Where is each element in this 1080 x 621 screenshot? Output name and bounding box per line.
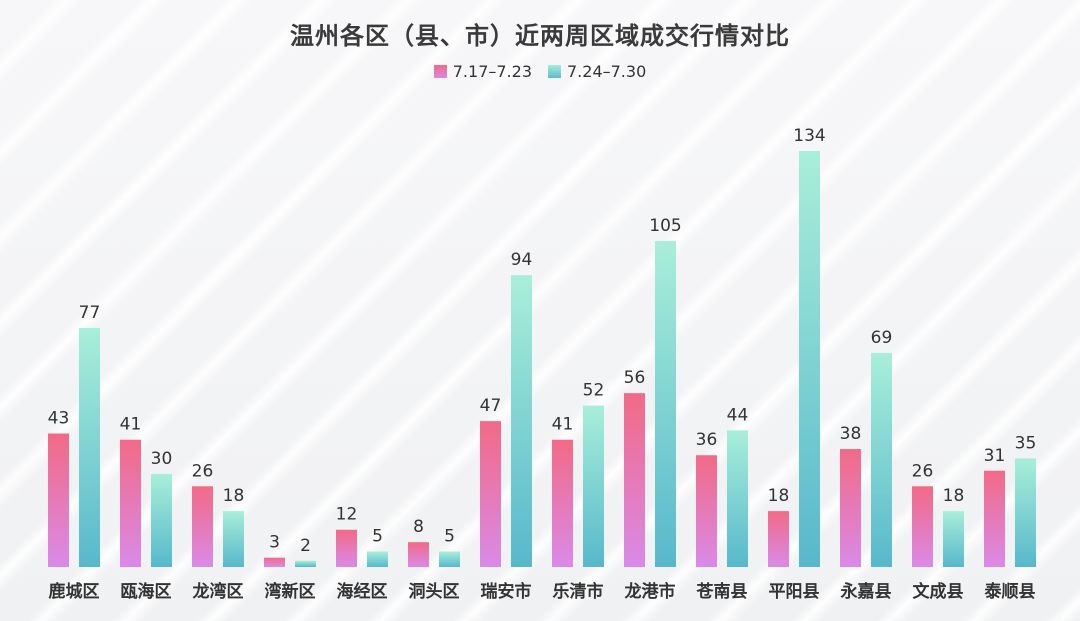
bar-乐清市-series-1 [552,439,573,567]
value-label-龙湾区-series-2: 18 [223,486,245,506]
bar-洞头区-series-1 [408,542,429,567]
value-label-瓯海区-series-2: 30 [151,449,173,469]
legend-label-series-1: 7.17–7.23 [452,62,532,81]
bar-瓯海区-series-2 [151,473,172,567]
value-label-泰顺县-series-1: 31 [984,446,1006,466]
value-label-泰顺县-series-2: 35 [1015,433,1037,453]
value-label-龙港市-series-1: 56 [624,368,646,388]
bar-瑞安市-series-2 [511,275,532,567]
chart-legend: 7.17–7.23 7.24–7.30 [0,62,1080,81]
value-label-永嘉县-series-1: 38 [840,424,862,444]
bar-平阳县-series-2 [799,151,820,567]
legend-label-series-2: 7.24–7.30 [567,62,647,81]
value-label-龙港市-series-2: 105 [649,216,681,236]
value-label-乐清市-series-1: 41 [552,415,574,435]
value-label-海经区-series-1: 12 [336,505,358,525]
value-label-鹿城区-series-1: 43 [48,409,70,429]
bar-文成县-series-1 [912,486,933,567]
bar-永嘉县-series-2 [871,352,892,567]
value-label-平阳县-series-2: 134 [793,126,825,146]
bar-龙湾区-series-1 [192,486,213,567]
value-label-永嘉县-series-2: 69 [871,328,893,348]
category-label-苍南县: 苍南县 [696,581,748,602]
bar-乐清市-series-2 [583,405,604,567]
legend-swatch-series-2 [548,65,561,78]
category-label-瓯海区: 瓯海区 [121,581,172,602]
bar-瑞安市-series-1 [480,421,501,567]
value-label-海经区-series-2: 5 [372,526,383,546]
category-label-永嘉县: 永嘉县 [840,581,892,602]
value-label-苍南县-series-2: 44 [727,405,749,425]
bar-苍南县-series-1 [696,455,717,567]
value-label-瓯海区-series-1: 41 [120,415,142,435]
bar-海经区-series-1 [336,529,357,567]
category-label-龙湾区: 龙湾区 [192,581,244,602]
legend-item-series-2: 7.24–7.30 [548,62,646,81]
bar-文成县-series-2 [943,511,964,567]
category-label-洞头区: 洞头区 [409,582,460,602]
value-label-乐清市-series-2: 52 [583,381,605,401]
bar-龙港市-series-2 [655,241,676,567]
value-label-洞头区-series-1: 8 [413,517,424,537]
category-label-瑞安市: 瑞安市 [481,581,532,602]
bar-海经区-series-2 [367,551,388,567]
bar-平阳县-series-1 [768,511,789,567]
bar-龙湾区-series-2 [223,511,244,567]
legend-item-series-1: 7.17–7.23 [433,62,532,81]
value-label-洞头区-series-2: 5 [444,526,455,546]
legend-swatch-series-1 [433,65,447,78]
value-label-苍南县-series-1: 36 [696,430,718,450]
bar-永嘉县-series-1 [840,449,861,567]
category-label-文成县: 文成县 [913,581,964,602]
bar-泰顺县-series-2 [1015,458,1036,567]
category-label-湾新区: 湾新区 [265,581,316,602]
value-label-瑞安市-series-2: 94 [511,250,533,270]
category-label-鹿城区: 鹿城区 [49,581,100,602]
bar-苍南县-series-2 [727,430,748,567]
category-label-乐清市: 乐清市 [553,581,604,602]
bar-龙港市-series-1 [624,393,645,567]
value-label-瑞安市-series-1: 47 [480,396,502,416]
value-label-鹿城区-series-2: 77 [79,303,101,323]
category-label-龙港市: 龙港市 [624,581,676,602]
bar-泰顺县-series-1 [984,470,1005,567]
category-label-泰顺县: 泰顺县 [985,581,1036,602]
chart-title: 温州各区（县、市）近两周区域成交行情对比 [290,22,790,50]
value-label-平阳县-series-1: 18 [768,486,790,506]
bar-瓯海区-series-1 [120,439,141,567]
bar-湾新区-series-1 [264,557,285,567]
value-label-文成县-series-2: 18 [943,486,965,506]
bar-鹿城区-series-2 [79,327,100,567]
bar-湾新区-series-2 [295,560,316,567]
category-label-平阳县: 平阳县 [769,582,820,602]
category-label-海经区: 海经区 [337,581,388,602]
bar-鹿城区-series-1 [48,433,69,567]
value-label-文成县-series-1: 26 [912,461,934,481]
value-label-湾新区-series-2: 2 [300,536,311,556]
bar-洞头区-series-2 [439,551,460,567]
value-label-湾新区-series-1: 3 [269,533,280,553]
value-label-龙湾区-series-1: 26 [192,461,214,481]
